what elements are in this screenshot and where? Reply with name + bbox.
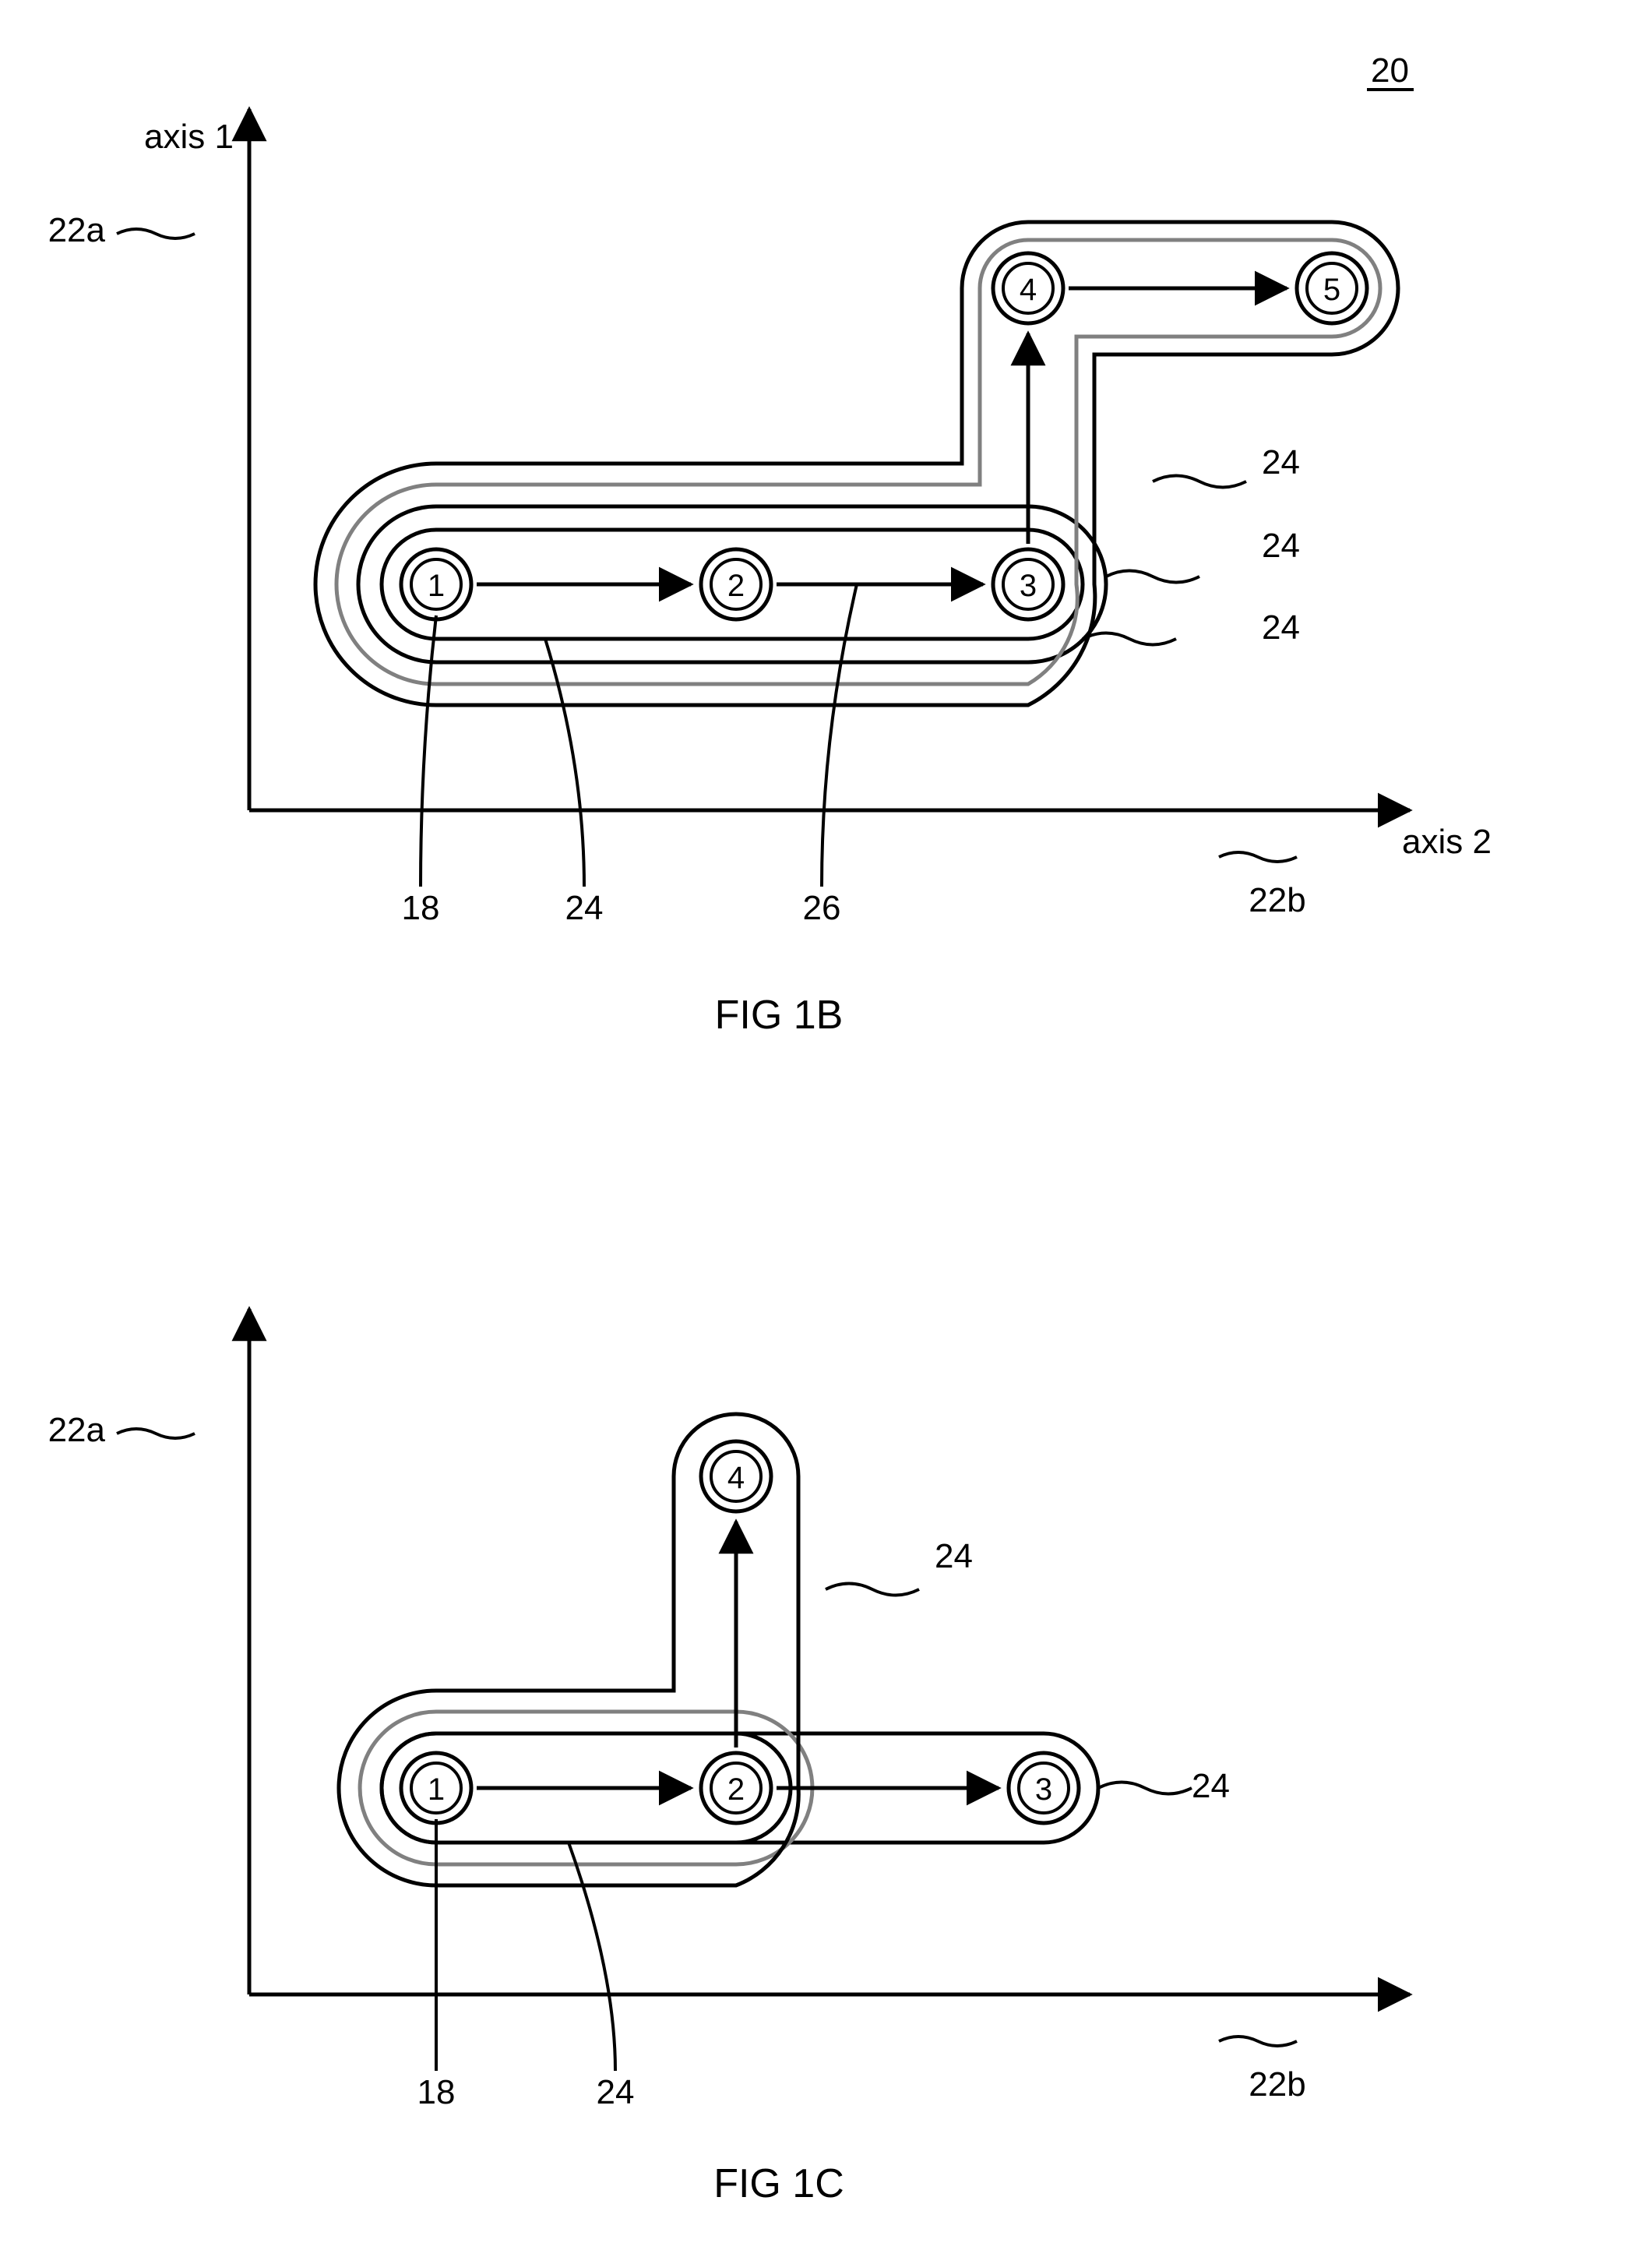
ref-squiggle	[826, 1584, 919, 1596]
ref-squiggle	[1083, 633, 1176, 645]
fig-1c: 22a 22b 1 2 3 4 18 24 24 24 FIG 1C	[48, 1309, 1410, 2206]
node-label-2: 2	[727, 569, 745, 603]
ref-label: 18	[417, 2073, 456, 2111]
ref-22b: 22b	[1249, 2065, 1305, 2104]
caption-1b: FIG 1B	[715, 993, 844, 1038]
ref-label: 24	[935, 1537, 973, 1575]
ref-label: 18	[402, 889, 440, 927]
ref-label: 24	[1192, 1767, 1230, 1805]
ref-label: 24	[597, 2073, 635, 2111]
node-label-3: 3	[1035, 1772, 1052, 1807]
ref-label: 24	[565, 889, 604, 927]
ref-squiggle-22b	[1219, 2037, 1297, 2046]
capsule-outer	[315, 222, 1398, 705]
node-label-4: 4	[1020, 273, 1037, 307]
node-label-5: 5	[1323, 273, 1340, 307]
ref-squiggle-22b	[1219, 852, 1297, 862]
ref-squiggle	[1153, 476, 1246, 488]
fig-1b: axis 1 axis 2 22a 22b 1 2 3 4 5 18 24 26 24 24 24 FIG 1…	[48, 109, 1492, 1038]
caption-1c: FIG 1C	[713, 2161, 844, 2206]
ref-squiggle	[1106, 571, 1199, 583]
ref-squiggle-22a	[117, 1429, 195, 1438]
ref-leader	[822, 584, 857, 887]
ref-22a: 22a	[48, 211, 106, 249]
ref-squiggle-22a	[117, 229, 195, 238]
axis2-label: axis 2	[1402, 823, 1492, 861]
ref-label: 26	[803, 889, 841, 927]
ref-label: 24	[1262, 608, 1300, 647]
ref-22a: 22a	[48, 1411, 106, 1449]
svg-text:20: 20	[1371, 51, 1409, 90]
ref-label: 24	[1262, 527, 1300, 565]
node-label-4: 4	[727, 1461, 745, 1495]
ref-leader	[545, 639, 584, 887]
node-label-1: 1	[428, 569, 445, 603]
ref-leader	[569, 1843, 615, 2071]
ref-leader	[421, 615, 436, 887]
page-ref: 20	[1367, 51, 1414, 90]
node-label-3: 3	[1020, 569, 1037, 603]
node-label-1: 1	[428, 1772, 445, 1807]
ref-22b: 22b	[1249, 881, 1305, 919]
ref-squiggle	[1098, 1783, 1192, 1794]
node-label-2: 2	[727, 1772, 745, 1807]
ref-label: 24	[1262, 443, 1300, 481]
axis1-label: axis 1	[144, 118, 234, 156]
